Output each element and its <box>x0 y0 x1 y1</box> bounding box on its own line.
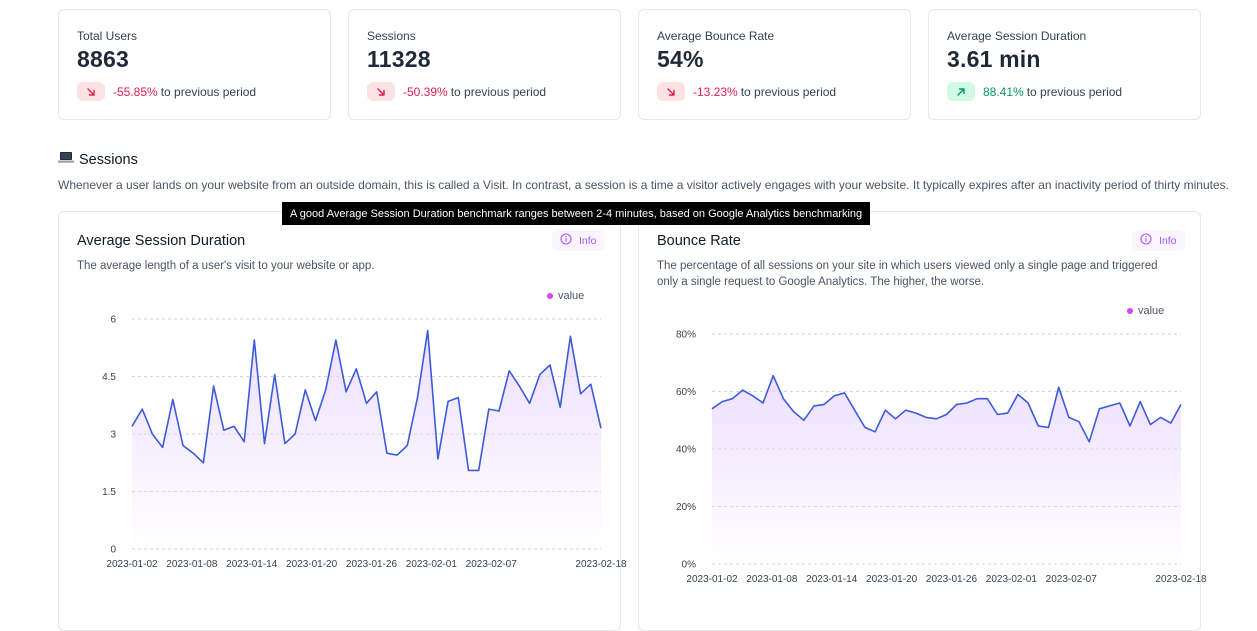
kpi-value: 54% <box>657 46 704 72</box>
kpi-value: 3.61 min <box>947 46 1041 72</box>
info-button[interactable]: Info <box>1132 230 1185 251</box>
legend-dot <box>547 293 553 299</box>
bounce-rate-chart: 0% 20% 40% 60% 80% 2023-01-02 2023-01-08 2023-0… <box>676 330 1207 586</box>
x-tick-label: 2023-01-08 <box>746 574 798 585</box>
y-tick-label: 60% <box>676 387 696 398</box>
x-tick-label: 2023-01-02 <box>106 559 158 570</box>
x-tick-label: 2023-01-20 <box>866 574 918 585</box>
x-tick-label: 2023-01-14 <box>226 559 278 570</box>
trend-down-icon <box>367 82 395 101</box>
x-tick-label: 2023-01-02 <box>686 574 738 585</box>
kpi-card-total-users: Total Users 8863 -55.85% to previous per… <box>58 9 331 120</box>
y-tick-label: 40% <box>676 445 696 456</box>
y-tick-label: 3 <box>110 430 116 441</box>
kpi-label: Sessions <box>367 29 416 43</box>
kpi-change-suffix: to previous period <box>740 84 837 99</box>
benchmark-tooltip: A good Average Session Duration benchmar… <box>282 202 871 225</box>
kpi-change-suffix: to previous period <box>160 84 257 99</box>
kpi-delta: -55.85% to previous period <box>77 82 256 101</box>
kpi-delta: -13.23% to previous period <box>657 82 836 101</box>
kpi-delta: 88.41% to previous period <box>947 82 1122 101</box>
series-line <box>131 329 602 472</box>
y-tick-label: 4.5 <box>102 372 116 383</box>
kpi-label: Total Users <box>77 29 138 43</box>
info-icon <box>560 233 572 248</box>
info-button-label: Info <box>1159 234 1177 247</box>
y-tick-label: 80% <box>676 330 696 341</box>
info-icon <box>1140 233 1152 248</box>
legend-label: value <box>1138 305 1165 317</box>
section-title-text: Sessions <box>79 151 138 168</box>
section-title: Sessions <box>58 151 138 168</box>
kpi-card-average-session-duration: Average Session Duration 3.61 min 88.41%… <box>928 9 1201 120</box>
x-tick-label: 2023-02-18 <box>575 559 627 570</box>
kpi-delta: -50.39% to previous period <box>367 82 546 101</box>
kpi-label: Average Session Duration <box>947 29 1087 43</box>
trend-down-icon <box>657 82 685 101</box>
kpi-value: 11328 <box>367 46 431 72</box>
x-tick-label: 2023-01-14 <box>806 574 858 585</box>
x-tick-label: 2023-01-26 <box>926 574 978 585</box>
kpi-card-sessions: Sessions 11328 -50.39% to previous perio… <box>348 9 621 120</box>
y-tick-label: 20% <box>676 502 696 513</box>
y-tick-label: 6 <box>110 315 116 326</box>
kpi-change: -50.39% <box>403 84 448 99</box>
panel-average-session-duration: Average Session Duration The average len… <box>58 211 627 631</box>
x-tick-label: 2023-02-07 <box>466 559 518 570</box>
section-description: Whenever a user lands on your website fr… <box>58 178 1229 192</box>
kpi-change: -13.23% <box>693 84 738 99</box>
x-tick-label: 2023-02-01 <box>986 574 1038 585</box>
y-tick-label: 0% <box>682 560 697 571</box>
info-button-label: Info <box>579 234 597 247</box>
kpi-value: 8863 <box>77 46 129 72</box>
chart-legend[interactable]: value <box>1127 305 1164 317</box>
session-duration-chart: 0 1.5 3 4.5 6 2023-01-02 2023-01-08 2023-01-14 2… <box>102 315 627 571</box>
panel-description: The average length of a user's visit to … <box>77 260 375 272</box>
legend-label: value <box>558 290 585 302</box>
legend-dot <box>1127 308 1133 314</box>
laptop-icon <box>58 151 74 168</box>
info-button[interactable]: Info <box>552 230 605 251</box>
series-area <box>132 330 601 549</box>
series-area <box>712 375 1181 564</box>
x-tick-label: 2023-01-20 <box>286 559 338 570</box>
kpi-change-suffix: to previous period <box>450 84 547 99</box>
x-tick-label: 2023-01-26 <box>346 559 398 570</box>
kpi-card-average-bounce-rate: Average Bounce Rate 54% -13.23% to previ… <box>638 9 911 120</box>
panel-bounce-rate: Bounce Rate The percentage of all sessio… <box>638 211 1207 631</box>
series-line <box>711 374 1182 443</box>
x-tick-label: 2023-02-01 <box>406 559 458 570</box>
panel-description: The percentage of all sessions on your s… <box>657 260 1158 288</box>
y-tick-label: 1.5 <box>102 487 116 498</box>
panel-title: Average Session Duration <box>77 233 246 249</box>
kpi-change: -55.85% <box>113 84 158 99</box>
kpi-label: Average Bounce Rate <box>657 29 775 43</box>
x-tick-label: 2023-01-08 <box>166 559 218 570</box>
kpi-change-suffix: to previous period <box>1026 84 1123 99</box>
chart-legend[interactable]: value <box>547 290 584 302</box>
y-tick-label: 0 <box>110 545 116 556</box>
trend-down-icon <box>77 82 105 101</box>
kpi-change: 88.41% <box>983 84 1024 99</box>
x-tick-label: 2023-02-18 <box>1155 574 1207 585</box>
panel-title: Bounce Rate <box>657 233 741 249</box>
x-tick-label: 2023-02-07 <box>1046 574 1098 585</box>
trend-up-icon <box>947 82 975 101</box>
